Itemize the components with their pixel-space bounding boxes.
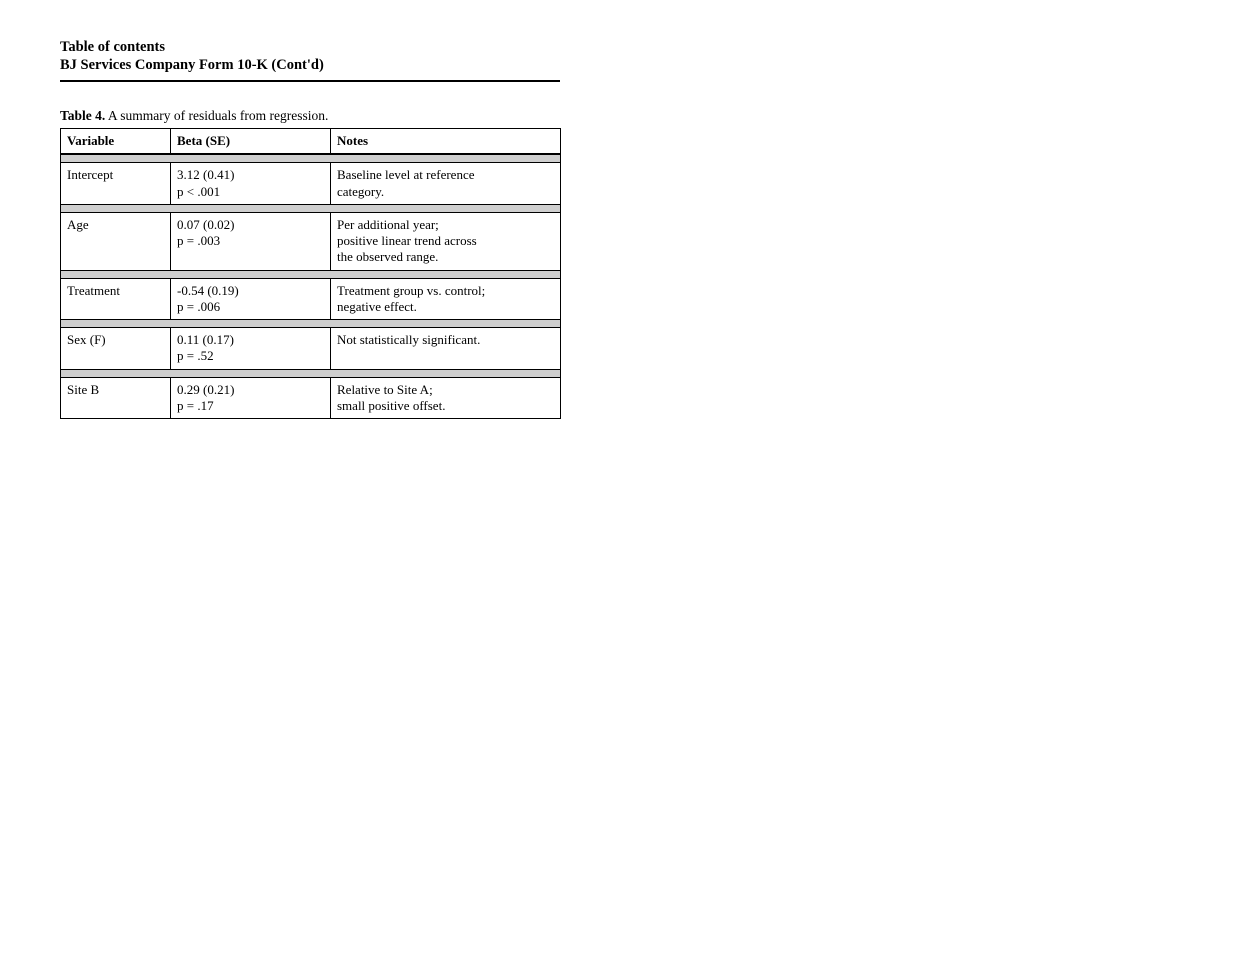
table-header-row: Variable Beta (SE) Notes <box>61 129 561 155</box>
separator-row <box>61 320 561 328</box>
table-row: Age 0.07 (0.02)p = .003 Per additional y… <box>61 212 561 270</box>
table-cell: 0.11 (0.17)p = .52 <box>171 328 331 370</box>
header-rule <box>60 80 560 82</box>
separator-row <box>61 204 561 212</box>
table-cell: Treatment <box>61 278 171 320</box>
col-header: Variable <box>61 129 171 155</box>
table-cell: 0.07 (0.02)p = .003 <box>171 212 331 270</box>
table-cell: Relative to Site A;small positive offset… <box>331 377 561 419</box>
table-cell: -0.54 (0.19)p = .006 <box>171 278 331 320</box>
caption-text: A summary of residuals from regression. <box>105 108 328 123</box>
header-line-1: Table of contents <box>60 38 560 56</box>
table-row: Sex (F) 0.11 (0.17)p = .52 Not statistic… <box>61 328 561 370</box>
col-header: Beta (SE) <box>171 129 331 155</box>
table-cell: Age <box>61 212 171 270</box>
regression-table: Variable Beta (SE) Notes Intercept 3.12 … <box>60 128 561 419</box>
table-cell: 3.12 (0.41)p < .001 <box>171 163 331 205</box>
separator-row <box>61 154 561 163</box>
page-header: Table of contents BJ Services Company Fo… <box>60 38 560 82</box>
table-row: Treatment -0.54 (0.19)p = .006 Treatment… <box>61 278 561 320</box>
table-cell: Site B <box>61 377 171 419</box>
table-caption: Table 4. A summary of residuals from reg… <box>60 108 328 124</box>
table-body: Intercept 3.12 (0.41)p < .001 Baseline l… <box>61 154 561 418</box>
table-cell: Baseline level at referencecategory. <box>331 163 561 205</box>
table-cell: Not statistically significant. <box>331 328 561 370</box>
table-cell: Intercept <box>61 163 171 205</box>
table-row: Intercept 3.12 (0.41)p < .001 Baseline l… <box>61 163 561 205</box>
separator-row <box>61 369 561 377</box>
col-header: Notes <box>331 129 561 155</box>
header-line-2: BJ Services Company Form 10-K (Cont'd) <box>60 56 560 74</box>
table-cell: 0.29 (0.21)p = .17 <box>171 377 331 419</box>
caption-label: Table 4. <box>60 108 105 123</box>
table-cell: Treatment group vs. control;negative eff… <box>331 278 561 320</box>
table-cell: Per additional year;positive linear tren… <box>331 212 561 270</box>
table-cell: Sex (F) <box>61 328 171 370</box>
separator-row <box>61 270 561 278</box>
table-row: Site B 0.29 (0.21)p = .17 Relative to Si… <box>61 377 561 419</box>
